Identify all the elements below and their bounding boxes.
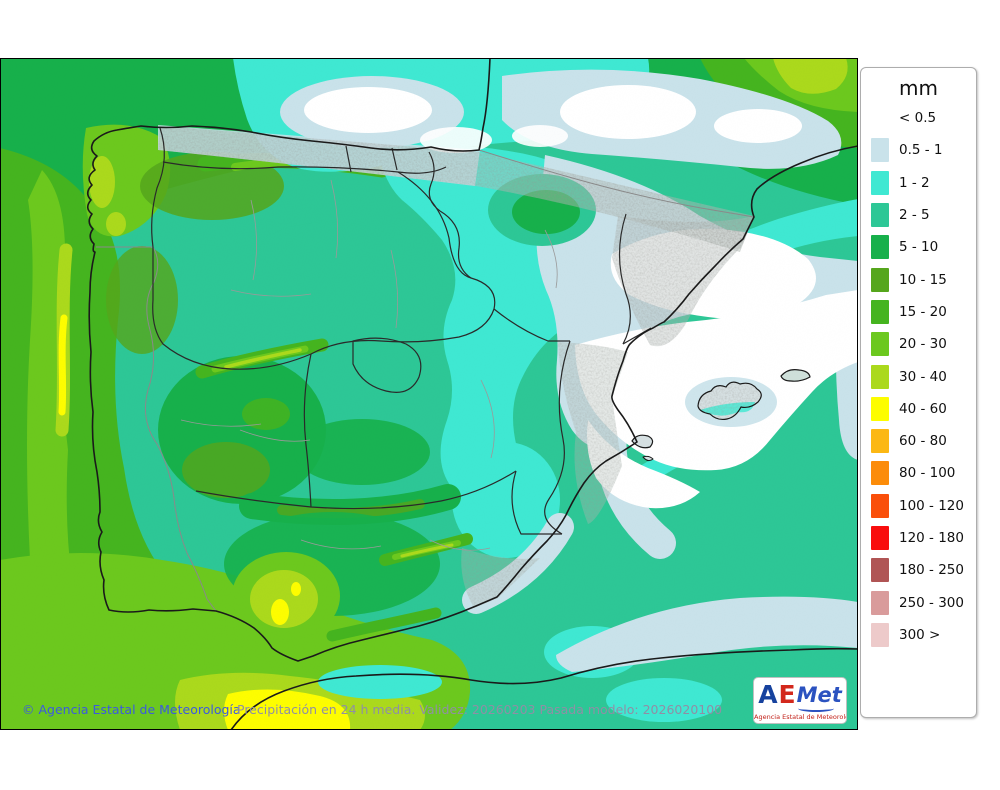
caption-model-info: Precipitación en 24 h media. Validez: 20…: [237, 702, 723, 717]
legend-entry: 0.5 - 1: [861, 134, 976, 166]
legend-range-label: 120 - 180: [899, 530, 964, 546]
legend-entry: 80 - 100: [861, 457, 976, 489]
map-grain-texture: [0, 58, 858, 730]
legend-entry: < 0.5: [861, 102, 976, 134]
legend-entry: 120 - 180: [861, 522, 976, 554]
legend-range-label: 5 - 10: [899, 239, 939, 256]
legend-range-label: 180 - 250: [899, 562, 964, 579]
legend-color-swatch: [871, 332, 889, 357]
legend-range-label: 250 - 300: [899, 594, 964, 611]
map-frame: [0, 58, 858, 730]
legend-rows: < 0.5 0.5 - 1 1 - 2 2 - 5 5 - 10 10 - 15…: [861, 102, 976, 651]
legend-color-swatch: [871, 461, 889, 486]
legend-entry: 5 - 10: [861, 231, 976, 263]
legend-range-label: 60 - 80: [899, 433, 947, 450]
legend-entry: 20 - 30: [861, 328, 976, 360]
legend-entry: 40 - 60: [861, 393, 976, 425]
legend-range-label: 80 - 100: [899, 465, 956, 482]
aemet-logo-met: Met: [796, 683, 842, 707]
legend-color-swatch: [871, 203, 889, 228]
legend-range-label: 15 - 20: [899, 303, 947, 320]
legend-entry: 10 - 15: [861, 263, 976, 295]
legend-color-swatch: [871, 493, 889, 518]
legend-color-swatch: [871, 558, 889, 583]
legend-range-label: 10 - 15: [899, 271, 947, 288]
legend-entry: 15 - 20: [861, 296, 976, 328]
aemet-logo-letter-a: A: [758, 680, 778, 709]
precipitation-map: [0, 58, 858, 730]
legend-color-swatch: [871, 364, 889, 389]
legend-color-swatch: [871, 396, 889, 421]
legend-entry: 1 - 2: [861, 167, 976, 199]
legend-range-label: 2 - 5: [899, 207, 930, 224]
aemet-logo-letter-e: E: [778, 680, 796, 709]
legend-entry: 30 - 40: [861, 360, 976, 392]
legend-entry: 2 - 5: [861, 199, 976, 231]
legend-panel: mm < 0.5 0.5 - 1 1 - 2 2 - 5 5 - 10 10 -…: [860, 67, 977, 718]
legend-color-swatch: [871, 429, 889, 454]
aemet-logo-wordmark: A E Met: [754, 680, 846, 707]
caption-copyright: © Agencia Estatal de Meteorología: [22, 702, 241, 717]
legend-color-swatch: [871, 622, 889, 647]
legend-color-swatch: [871, 267, 889, 292]
legend-entry: 60 - 80: [861, 425, 976, 457]
legend-range-label: < 0.5: [899, 110, 937, 127]
legend-title: mm: [899, 76, 938, 100]
legend-color-swatch: [871, 138, 889, 163]
legend-range-label: 30 - 40: [899, 368, 947, 385]
legend-range-label: 100 - 120: [899, 497, 964, 514]
legend-range-label: 300 >: [899, 626, 941, 643]
legend-color-swatch: [871, 235, 889, 260]
legend-entry: 180 - 250: [861, 554, 976, 586]
legend-color-swatch: [871, 170, 889, 195]
legend-entry: 100 - 120: [861, 490, 976, 522]
legend-color-swatch: [871, 590, 889, 615]
aemet-logo-subtitle: Agencia Estatal de Meteorología: [754, 713, 846, 721]
legend-color-swatch: [871, 526, 889, 550]
legend-range-label: 0.5 - 1: [899, 142, 943, 159]
legend-entry: 250 - 300: [861, 586, 976, 618]
legend-entry: 300 >: [861, 619, 976, 651]
aemet-logo-swoosh-icon: [798, 705, 834, 712]
aemet-logo: A E Met Agencia Estatal de Meteorología: [753, 677, 847, 724]
legend-color-swatch: [871, 299, 889, 324]
legend-range-label: 20 - 30: [899, 336, 947, 353]
legend-range-label: 40 - 60: [899, 400, 947, 417]
legend-range-label: 1 - 2: [899, 174, 930, 191]
